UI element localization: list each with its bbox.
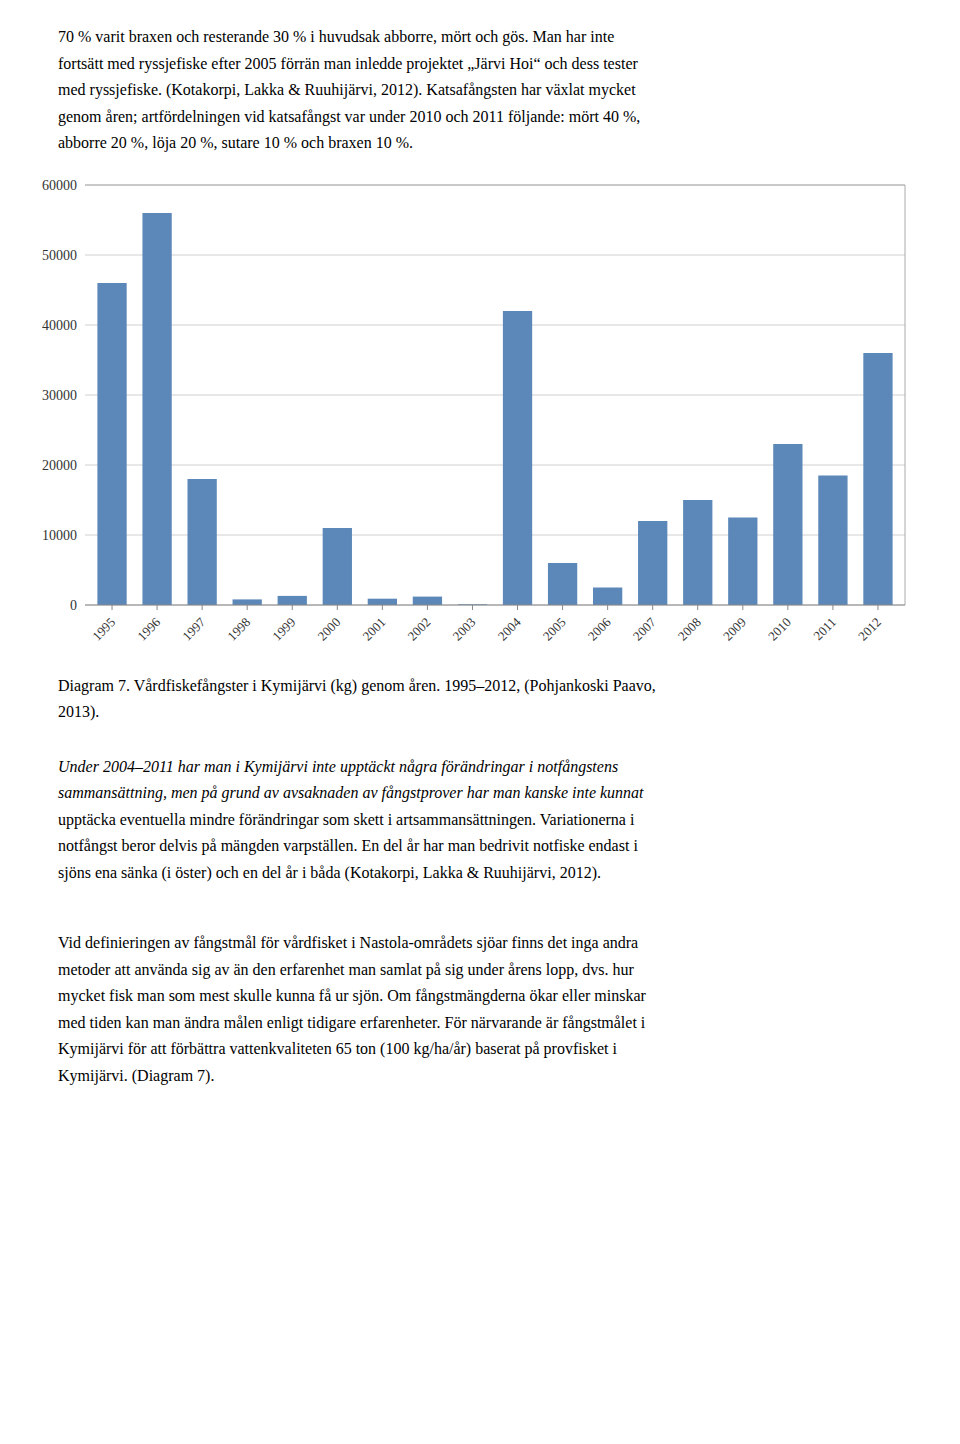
grid-line: [85, 184, 905, 185]
x-tick-label: 1995: [89, 614, 118, 643]
x-tick-label: 2009: [720, 614, 749, 643]
grid-line: [85, 324, 905, 325]
text-line: 70 % varit braxen och resterande 30 % i …: [58, 24, 960, 51]
x-tick: [517, 605, 518, 610]
text-above: 70 % varit braxen och resterande 30 % i …: [0, 0, 960, 157]
x-tick: [472, 605, 473, 610]
text-line: abborre 20 %, löja 20 %, sutare 10 % och…: [58, 130, 960, 157]
text-line: notfångst beror delvis på mängden varpst…: [58, 833, 960, 860]
bar: [728, 517, 757, 605]
x-tick: [787, 605, 788, 610]
text-line: metoder att använda sig av än den erfare…: [58, 957, 960, 984]
y-tick-label: 10000: [42, 528, 77, 543]
x-tick: [832, 605, 833, 610]
x-tick-label: 2002: [405, 614, 434, 643]
y-tick-label: 40000: [42, 318, 77, 333]
y-tick-label: 30000: [42, 388, 77, 403]
text-line: Kymijärvi. (Diagram 7).: [58, 1063, 960, 1090]
x-tick-label: 2006: [585, 614, 614, 643]
x-tick: [652, 605, 653, 610]
text-line: Under 2004–2011 har man i Kymijärvi inte…: [58, 754, 960, 781]
x-tick-label: 1997: [179, 614, 208, 643]
text-line: mycket fisk man som mest skulle kunna få…: [58, 983, 960, 1010]
x-tick: [427, 605, 428, 610]
bar: [97, 283, 126, 605]
x-tick-label: 1998: [224, 614, 253, 643]
bar: [503, 311, 532, 605]
x-tick: [292, 605, 293, 610]
x-tick-label: 1996: [134, 614, 163, 643]
frame-right: [905, 185, 906, 605]
x-tick-label: 2003: [450, 614, 479, 643]
bar: [142, 213, 171, 605]
bar: [188, 479, 217, 605]
bar: [548, 563, 577, 605]
x-tick: [112, 605, 113, 610]
x-tick-label: 2000: [314, 614, 343, 643]
y-tick-label: 50000: [42, 248, 77, 263]
text-line: Kymijärvi för att förbättra vattenkvalit…: [58, 1036, 960, 1063]
x-tick: [337, 605, 338, 610]
y-tick-label: 60000: [42, 178, 77, 193]
x-tick: [157, 605, 158, 610]
x-tick: [247, 605, 248, 610]
bar: [368, 598, 397, 604]
text-line: Vid definieringen av fångstmål för vårdf…: [58, 930, 960, 957]
bar: [278, 595, 307, 604]
text-line: fortsätt med ryssjefiske efter 2005 förr…: [58, 51, 960, 78]
bars: [97, 213, 892, 605]
x-tick: [607, 605, 608, 610]
x-tick: [697, 605, 698, 610]
grid: [85, 185, 905, 605]
x-tick-label: 2004: [495, 614, 524, 643]
x-tick-label: 2001: [359, 614, 388, 643]
bar-chart: 0 10000 20000 30000 40000 50000 60000 1995 1996 1…: [0, 175, 960, 665]
x-tick-label: 2012: [855, 614, 884, 643]
grid-line: [85, 394, 905, 395]
x-tick-label: 2010: [765, 614, 794, 643]
x-tick: [877, 605, 878, 610]
caption: Diagram 7. Vårdfiskefångster i Kymijärvi…: [0, 673, 960, 726]
x-tick-label: 2008: [675, 614, 704, 643]
y-tick-label: 0: [70, 598, 77, 613]
grid-line: [85, 604, 905, 605]
bar: [683, 500, 712, 605]
text-line: genom åren; artfördelningen vid katsafån…: [58, 104, 960, 131]
bar: [773, 444, 802, 605]
x-tick: [562, 605, 563, 610]
text-line: med ryssjefiske. (Kotakorpi, Lakka & Ruu…: [58, 77, 960, 104]
text-line: upptäcka eventuella mindre förändringar …: [58, 807, 960, 834]
text-line: 2013).: [58, 699, 960, 726]
text-line: Diagram 7. Vårdfiskefångster i Kymijärvi…: [58, 673, 960, 700]
text-line: med tiden kan man ändra målen enligt tid…: [58, 1010, 960, 1037]
bar: [593, 587, 622, 605]
x-tick-label: 1999: [269, 614, 298, 643]
bar: [413, 596, 442, 604]
x-tick: [742, 605, 743, 610]
bar: [638, 521, 667, 605]
text-line: samman­sättning, men på grund av avsakna…: [58, 780, 960, 807]
y-tick-label: 20000: [42, 458, 77, 473]
x-tick-label: 2005: [540, 614, 569, 643]
x-tick-label: 2007: [630, 614, 659, 643]
bar: [818, 475, 847, 605]
text-below: Vid definieringen av fångstmål för vårdf…: [0, 930, 960, 1089]
text-middle: Under 2004–2011 har man i Kymijärvi inte…: [0, 754, 960, 887]
grid-line: [85, 254, 905, 255]
bar: [863, 353, 892, 605]
frame-top: [85, 184, 905, 185]
x-tick-label: 2011: [810, 614, 839, 643]
bar: [233, 599, 262, 605]
chart-container: 0 10000 20000 30000 40000 50000 60000 1995 1996 1…: [0, 175, 960, 669]
x-tick: [202, 605, 203, 610]
text-line: sjöns ena sänka (i öster) och en del år …: [58, 860, 960, 887]
x-axis: [85, 604, 905, 605]
bar: [323, 528, 352, 605]
x-tick: [382, 605, 383, 610]
